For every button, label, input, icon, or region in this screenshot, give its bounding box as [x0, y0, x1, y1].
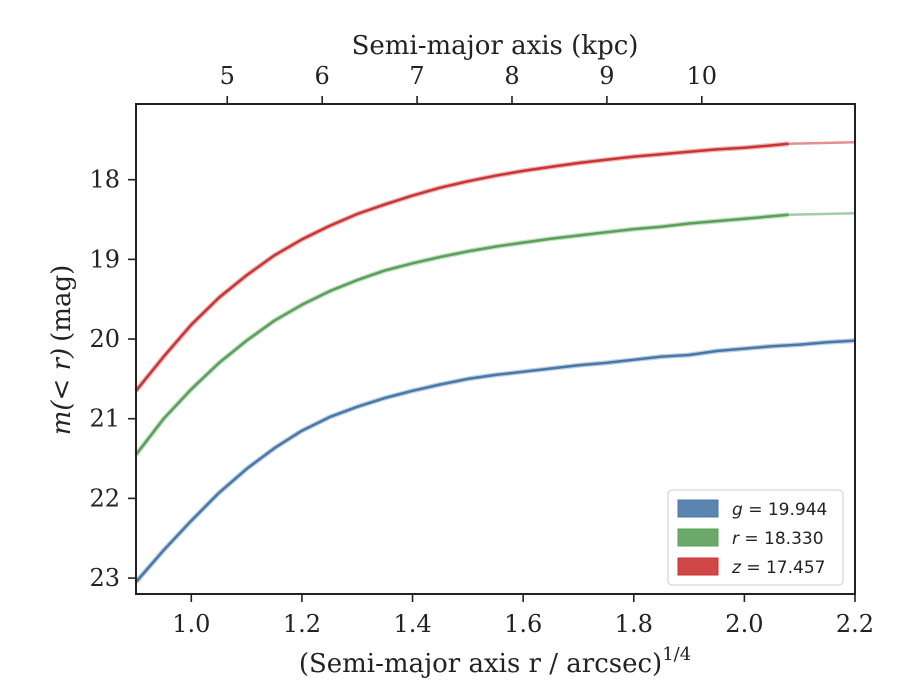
x-tick-label: 1.8: [615, 610, 653, 638]
y-axis-label-math: m(< r): [47, 348, 77, 435]
bottom-axis: 1.0 1.2 1.4 1.6 1.8 2.0 2.2: [172, 594, 874, 638]
x-tick-label: 1.0: [172, 610, 210, 638]
x-axis-label: (Semi-major axis r / arcsec)1/4: [299, 644, 691, 679]
x-tick-label: 2.2: [836, 610, 874, 638]
top-axis-label: Semi-major axis (kpc): [352, 31, 639, 61]
top-axis: 5 6 7 8 9 10: [220, 62, 717, 104]
y-axis-label: m(< r) (mag): [47, 265, 77, 436]
plot-frame: [135, 103, 856, 595]
series-line-r: [135, 213, 789, 456]
series-extension-z: [788, 140, 856, 146]
y-tick-label: 23: [89, 564, 120, 592]
y-tick-label: 22: [89, 484, 120, 512]
legend-swatch-z: [677, 557, 719, 576]
series-extension-r: [788, 211, 856, 216]
y-tick-label: 18: [89, 166, 120, 194]
x-tick-label: 2.0: [725, 610, 763, 638]
y-tick-label: 19: [89, 245, 120, 273]
top-tick-label: 7: [409, 62, 424, 90]
legend-label-r: r = 18.330: [732, 529, 824, 549]
x-tick-label: 1.2: [283, 610, 321, 638]
top-tick-label: 5: [220, 62, 235, 90]
top-tick-label: 6: [315, 62, 330, 90]
y-tick-label: 20: [89, 325, 120, 353]
x-tick-label: 1.4: [393, 610, 431, 638]
left-axis: 18 19 20 21 22 23: [89, 166, 136, 592]
legend: g = 19.944 r = 18.330 z = 17.457: [667, 489, 844, 586]
top-tick-label: 9: [599, 62, 614, 90]
legend-label-z: z = 17.457: [731, 558, 825, 578]
series-line-z: [135, 142, 789, 392]
y-axis-label-unit: (mag): [47, 265, 77, 342]
y-tick-label: 21: [89, 405, 120, 433]
top-tick-label: 8: [504, 62, 519, 90]
legend-label-g: g = 19.944: [732, 500, 827, 520]
legend-swatch-r: [677, 528, 719, 547]
top-tick-label: 10: [687, 62, 718, 90]
series-layer: [134, 140, 856, 584]
x-axis-label-main: (Semi-major axis r / arcsec): [299, 649, 662, 679]
x-axis-label-sup: 1/4: [662, 644, 691, 665]
x-tick-label: 1.6: [504, 610, 542, 638]
legend-swatch-g: [677, 499, 719, 518]
series-line-g: [135, 339, 856, 583]
y-axis-label-group: m(< r) (mag): [47, 265, 77, 436]
